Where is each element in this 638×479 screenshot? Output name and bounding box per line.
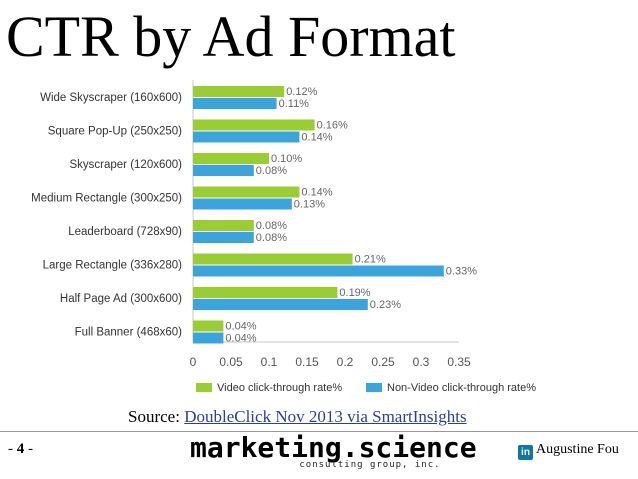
legend-swatch-non-video bbox=[366, 383, 382, 392]
value-label: 0.14% bbox=[301, 187, 332, 199]
x-tick-label: 0.05 bbox=[219, 355, 243, 369]
logo-main-text: marketing.science bbox=[190, 431, 477, 464]
legend-label: Non-Video click-through rate% bbox=[387, 382, 536, 394]
x-tick-label: 0.15 bbox=[295, 355, 319, 369]
x-tick-labels: 0 0.05 0.1 0.15 0.2 0.25 0.3 0.35 bbox=[190, 355, 471, 369]
x-tick-label: 0.3 bbox=[413, 355, 430, 369]
category-label: Square Pop-Up (250x250) bbox=[48, 126, 182, 138]
value-label: 0.19% bbox=[339, 287, 370, 299]
value-label: 0.04% bbox=[225, 321, 256, 333]
value-label: 0.16% bbox=[317, 120, 348, 132]
value-label: 0.08% bbox=[256, 220, 287, 232]
value-label: 0.33% bbox=[446, 266, 477, 278]
non-video-ctr-bar bbox=[193, 265, 444, 277]
ctr-bar-chart: Wide Skyscraper (160x600) Square Pop-Up (… bbox=[31, 80, 536, 394]
non-video-ctr-bar bbox=[193, 98, 277, 109]
category-label: Wide Skyscraper (160x600) bbox=[40, 92, 182, 104]
video-ctr-bar bbox=[193, 153, 269, 164]
value-label: 0.08% bbox=[256, 165, 287, 177]
value-label: 0.08% bbox=[256, 232, 287, 244]
value-label: 0.21% bbox=[355, 254, 386, 266]
logo-sub-text: consulting group, inc. bbox=[299, 460, 441, 470]
x-tick-label: 0.25 bbox=[371, 355, 395, 369]
x-tick-label: 0.1 bbox=[261, 355, 278, 369]
source-note: Source: DoubleClick Nov 2013 via SmartIn… bbox=[128, 407, 467, 427]
slide-title: CTR by Ad Format bbox=[6, 4, 456, 69]
non-video-ctr-bar bbox=[193, 232, 254, 243]
non-video-ctr-bar bbox=[193, 198, 292, 210]
category-label: Leaderboard (728x90) bbox=[68, 226, 182, 238]
non-video-ctr-bar bbox=[193, 332, 224, 344]
linkedin-icon[interactable]: in bbox=[518, 445, 533, 460]
value-label: 0.23% bbox=[370, 299, 401, 311]
value-label: 0.14% bbox=[301, 132, 332, 144]
value-label: 0.11% bbox=[279, 98, 310, 110]
video-ctr-bar bbox=[193, 220, 254, 231]
category-label: Full Banner (468x60) bbox=[75, 327, 183, 339]
author-name: Augustine Fou bbox=[536, 442, 619, 457]
chart-legend: Video click-through rate% Non-Video click… bbox=[196, 382, 536, 394]
video-ctr-bar bbox=[193, 287, 338, 298]
value-labels: 0.12%0.11%0.16%0.14%0.10%0.08%0.14%0.13%… bbox=[225, 86, 477, 345]
source-prefix: Source: bbox=[128, 407, 185, 426]
legend-label: Video click-through rate% bbox=[217, 382, 342, 394]
source-link[interactable]: DoubleClick Nov 2013 via SmartInsights bbox=[184, 407, 467, 426]
non-video-ctr-bar bbox=[193, 165, 254, 176]
page-prefix: - bbox=[8, 441, 17, 457]
non-video-ctr-bar bbox=[193, 299, 368, 310]
marketing-science-logo: marketing.science consulting group, inc. bbox=[190, 431, 477, 471]
video-ctr-bar bbox=[193, 86, 285, 97]
value-label: 0.12% bbox=[286, 86, 317, 98]
x-tick-label: 0 bbox=[190, 355, 197, 369]
page-number-value: 4 bbox=[16, 441, 25, 457]
non-video-ctr-bar bbox=[193, 131, 300, 143]
x-tick-label: 0.2 bbox=[337, 355, 354, 369]
bars-group bbox=[193, 86, 444, 344]
video-ctr-bar bbox=[193, 119, 315, 131]
category-label: Large Rectangle (336x280) bbox=[43, 260, 183, 272]
page-number: - 4 - bbox=[8, 441, 33, 458]
video-ctr-bar bbox=[193, 320, 224, 332]
x-tick-label: 0.35 bbox=[447, 355, 471, 369]
category-label: Half Page Ad (300x600) bbox=[60, 293, 182, 305]
category-labels: Wide Skyscraper (160x600) Square Pop-Up (… bbox=[31, 92, 182, 339]
author-credit: in Augustine Fou bbox=[518, 442, 619, 460]
value-label: 0.13% bbox=[294, 199, 325, 211]
video-ctr-bar bbox=[193, 253, 353, 265]
category-label: Medium Rectangle (300x250) bbox=[31, 193, 182, 205]
value-label: 0.10% bbox=[271, 153, 302, 165]
page-suffix: - bbox=[24, 441, 33, 457]
video-ctr-bar bbox=[193, 186, 300, 198]
footer-divider bbox=[0, 431, 638, 432]
value-label: 0.04% bbox=[225, 333, 256, 345]
legend-swatch-video bbox=[196, 383, 212, 392]
category-label: Skyscraper (120x600) bbox=[70, 159, 183, 171]
